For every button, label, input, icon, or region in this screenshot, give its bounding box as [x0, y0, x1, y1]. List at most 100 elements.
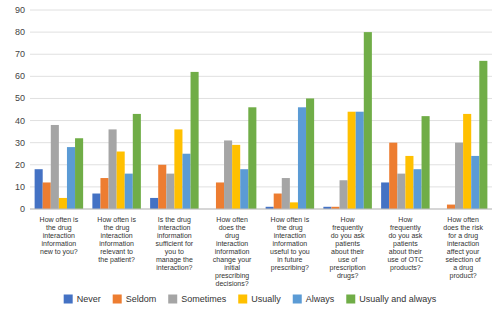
- x-axis: How often isthe druginteractioninformati…: [40, 216, 484, 287]
- y-tick-label: 90: [15, 5, 25, 15]
- y-tick-label: 30: [15, 138, 25, 148]
- bar: [150, 198, 158, 209]
- bar: [109, 129, 117, 209]
- y-tick-label: 20: [15, 160, 25, 170]
- x-tick-label-line: How often: [447, 216, 479, 223]
- x-tick-label-line: in future: [277, 256, 302, 263]
- x-tick-label: Howfrequentlydo you askpatientsabout the…: [330, 216, 366, 280]
- x-tick-label-line: about their: [331, 248, 365, 255]
- bar: [216, 182, 224, 209]
- y-tick-label: 50: [15, 93, 25, 103]
- x-tick-label-line: selection of: [445, 256, 480, 263]
- x-tick-label-line: frequently: [332, 224, 363, 232]
- bar: [133, 114, 141, 209]
- x-tick-label-line: do you ask: [388, 232, 422, 240]
- grid-line: [30, 98, 492, 99]
- legend-swatch: [168, 295, 177, 304]
- bar: [248, 107, 256, 209]
- x-tick-label-line: products?: [390, 264, 421, 272]
- bar: [67, 147, 75, 209]
- x-tick-label-line: interaction: [216, 240, 248, 247]
- x-tick-label-line: new to you?: [40, 248, 78, 256]
- bar: [158, 165, 166, 209]
- x-tick-label-line: information: [215, 248, 250, 255]
- bar: [413, 169, 421, 209]
- x-tick-label-line: affect your: [447, 248, 480, 256]
- x-tick-label-line: patients: [393, 240, 418, 248]
- legend-swatch: [113, 295, 122, 304]
- bar: [405, 156, 413, 209]
- x-tick-label-line: information: [99, 240, 134, 247]
- x-tick-label-line: How often is: [97, 216, 136, 223]
- x-tick-label: Is the druginteractioninformationsuffici…: [156, 216, 194, 271]
- bar: [463, 114, 471, 209]
- x-tick-label-line: prescription: [330, 264, 366, 272]
- bar: [224, 140, 232, 209]
- x-tick-label-line: sufficient for: [156, 240, 194, 247]
- bar: [59, 198, 67, 209]
- x-tick-label: How oftendoes thedruginteractioninformat…: [213, 216, 252, 287]
- x-tick-label-line: prescribing?: [271, 264, 309, 272]
- x-tick-label-line: interaction: [158, 224, 190, 231]
- x-tick-label-line: How often: [216, 216, 248, 223]
- x-tick-label-line: the drug: [46, 224, 72, 232]
- x-tick-label: How often isthe druginteractioninformati…: [40, 216, 79, 256]
- x-tick-label-line: information: [273, 240, 308, 247]
- x-tick-label-line: How: [398, 216, 413, 223]
- x-tick-label-line: How often is: [271, 216, 310, 223]
- series: [35, 169, 390, 209]
- legend-item: Usually and always: [346, 294, 437, 304]
- x-tick-label-line: for a drug: [448, 232, 478, 240]
- x-tick-label-line: interaction: [100, 232, 132, 239]
- chart: 0102030405060708090How often isthe drugi…: [0, 0, 500, 311]
- x-tick-label: How often isthe druginteractioninformati…: [270, 216, 310, 272]
- legend: NeverSeldomSometimesUsuallyAlwaysUsually…: [64, 294, 437, 304]
- legend-label: Sometimes: [181, 294, 227, 304]
- bar: [274, 194, 282, 209]
- legend-item: Seldom: [113, 294, 157, 304]
- bar: [348, 112, 356, 209]
- x-tick-label-line: the patient?: [98, 256, 135, 264]
- bar: [447, 205, 455, 209]
- bar: [75, 138, 83, 209]
- bar: [35, 169, 43, 209]
- bar: [125, 174, 133, 209]
- legend-swatch: [238, 295, 247, 304]
- x-tick-label-line: information: [157, 232, 192, 239]
- x-tick-label-line: useful to you: [270, 248, 310, 256]
- y-tick-label: 40: [15, 116, 25, 126]
- bar: [232, 145, 240, 209]
- legend-label: Usually and always: [359, 294, 437, 304]
- bar: [43, 182, 51, 209]
- x-tick-label-line: relevant to: [100, 248, 133, 255]
- legend-swatch: [64, 295, 73, 304]
- legend-swatch: [293, 295, 302, 304]
- x-tick-label-line: Is the drug: [158, 216, 191, 224]
- y-axis: 0102030405060708090: [15, 5, 25, 214]
- x-tick-label-line: interaction: [447, 240, 479, 247]
- grid-line: [30, 32, 492, 33]
- grid-line: [30, 209, 492, 210]
- x-tick-label-line: interaction: [274, 232, 306, 239]
- legend-label: Never: [77, 294, 101, 304]
- x-tick-label-line: you to: [165, 248, 184, 256]
- x-tick-label-line: frequently: [390, 224, 421, 232]
- bar: [191, 72, 199, 209]
- x-tick-label-line: use of: [338, 256, 357, 263]
- bar: [389, 143, 397, 209]
- bar: [174, 129, 182, 209]
- y-tick-label: 10: [15, 182, 25, 192]
- grid: [30, 10, 492, 209]
- x-tick-label-line: does the risk: [443, 224, 483, 231]
- x-tick-label-line: initial: [224, 264, 240, 271]
- bar: [117, 152, 125, 209]
- x-tick-label-line: interaction?: [156, 264, 192, 271]
- legend-item: Usually: [238, 294, 281, 304]
- bar: [290, 202, 298, 209]
- legend-swatch: [346, 295, 355, 304]
- bar: [340, 180, 348, 209]
- bar: [282, 178, 290, 209]
- x-tick-label: How oftendoes the riskfor a druginteract…: [443, 216, 483, 280]
- bar: [166, 174, 174, 209]
- bar: [240, 169, 248, 209]
